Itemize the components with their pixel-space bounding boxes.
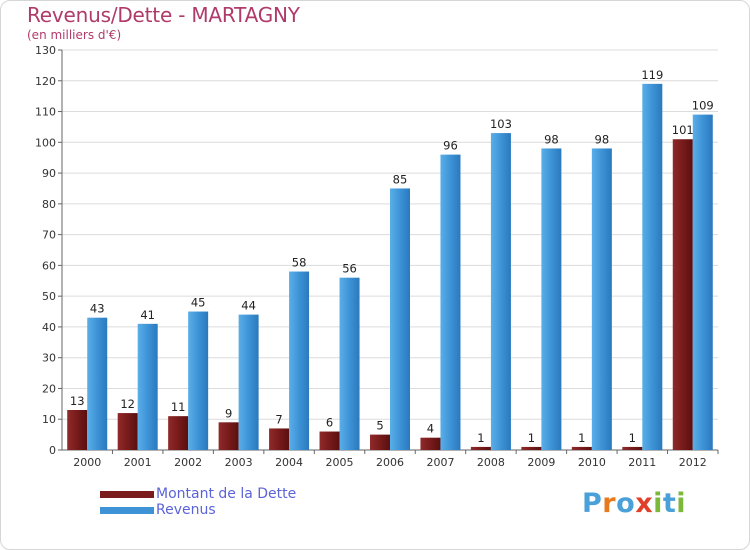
y-tick-label: 40 (42, 321, 56, 334)
bar-debt (269, 428, 290, 450)
x-tick-label: 2005 (326, 456, 354, 469)
bar-revenus (339, 277, 360, 450)
y-tick-label: 70 (42, 229, 56, 242)
y-tick-label: 60 (42, 259, 56, 272)
x-tick-label: 2008 (477, 456, 505, 469)
logo-letter: o (616, 488, 636, 519)
legend-item-debt: Montant de la Dette (100, 486, 296, 502)
logo-letter: i (676, 488, 687, 519)
logo-letter: P (582, 488, 603, 519)
bar-revenus (289, 271, 310, 450)
value-label-revenus: 56 (342, 262, 357, 276)
value-label-debt: 9 (225, 406, 232, 420)
value-label-debt: 12 (120, 397, 135, 411)
value-label-revenus: 98 (595, 132, 610, 146)
x-tick-label: 2009 (527, 456, 555, 469)
chart-subtitle: (en milliers d'€) (27, 28, 122, 42)
value-label-debt: 6 (326, 416, 333, 430)
bar-debt (168, 416, 189, 450)
value-label-debt: 11 (171, 400, 186, 414)
x-tick-label: 2001 (124, 456, 152, 469)
y-tick-label: 110 (35, 106, 56, 119)
legend-label-revenus: Revenus (156, 502, 216, 518)
logo-letter: i (653, 488, 663, 519)
bar-debt (319, 431, 340, 450)
value-label-debt: 4 (427, 422, 434, 436)
bar-debt (117, 413, 138, 450)
value-label-revenus: 98 (544, 132, 559, 146)
legend-item-revenus: Revenus (100, 502, 296, 518)
y-tick-label: 30 (42, 352, 56, 365)
bar-revenus (87, 317, 108, 450)
bar-debt (370, 434, 390, 450)
value-label-debt: 5 (376, 419, 383, 433)
x-tick-label: 2010 (578, 456, 606, 469)
x-tick-label: 2007 (426, 456, 454, 469)
bar-revenus (238, 314, 259, 450)
y-tick-label: 0 (49, 444, 56, 457)
bar-debt (420, 437, 441, 450)
y-tick-label: 20 (42, 382, 56, 395)
x-tick-label: 2006 (376, 456, 404, 469)
value-label-debt: 1 (578, 431, 585, 445)
bar-revenus (642, 83, 663, 450)
y-tick-label: 50 (42, 290, 56, 303)
bar-debt (672, 139, 693, 450)
value-label-revenus: 85 (393, 172, 408, 186)
value-label-revenus: 44 (241, 299, 256, 313)
bar-debt (218, 422, 239, 450)
bar-debt (622, 446, 643, 450)
x-tick-label: 2000 (73, 456, 101, 469)
value-label-revenus: 119 (641, 68, 663, 82)
legend-swatch-revenus (100, 506, 154, 514)
value-label-debt: 7 (275, 412, 282, 426)
value-label-revenus: 41 (140, 308, 155, 322)
y-tick-label: 120 (35, 75, 56, 88)
y-tick-label: 130 (35, 44, 56, 57)
value-label-revenus: 43 (90, 302, 105, 316)
x-tick-label: 2002 (174, 456, 202, 469)
chart-legend: Montant de la Dette Revenus (100, 486, 296, 518)
y-tick-label: 80 (42, 198, 56, 211)
legend-swatch-debt (100, 490, 154, 498)
bar-debt (571, 446, 592, 450)
bar-revenus (541, 148, 562, 450)
x-tick-label: 2004 (275, 456, 303, 469)
chart-title: Revenus/Dette - MARTAGNY (27, 3, 300, 27)
value-label-debt: 1 (528, 431, 535, 445)
bar-revenus (490, 133, 511, 451)
bar-revenus (137, 323, 158, 450)
value-label-debt: 13 (70, 394, 85, 408)
value-label-debt: 1 (629, 431, 636, 445)
bar-revenus (440, 154, 461, 450)
logo-letter: x (635, 488, 654, 519)
y-tick-label: 90 (42, 167, 56, 180)
bar-revenus (591, 148, 612, 450)
value-label-revenus: 58 (292, 256, 307, 270)
value-label-revenus: 103 (490, 117, 512, 131)
y-tick-label: 10 (42, 413, 56, 426)
bar-revenus (692, 114, 713, 450)
proxiti-logo: Proxiti (582, 488, 686, 519)
x-tick-label: 2012 (679, 456, 707, 469)
value-label-debt: 101 (672, 123, 694, 137)
y-tick-label: 100 (35, 136, 56, 149)
value-label-revenus: 96 (443, 139, 458, 153)
legend-label-debt: Montant de la Dette (156, 486, 297, 502)
logo-letter: r (602, 488, 617, 519)
bar-debt (67, 410, 88, 450)
x-tick-label: 2003 (225, 456, 253, 469)
x-tick-label: 2011 (628, 456, 656, 469)
value-label-debt: 1 (477, 431, 484, 445)
logo-letter: t (662, 488, 677, 519)
value-label-revenus: 45 (191, 296, 206, 310)
value-label-revenus: 109 (692, 99, 714, 113)
bar-debt (470, 446, 491, 450)
bar-revenus (188, 311, 209, 450)
bar-debt (521, 446, 542, 450)
bar-revenus (390, 188, 410, 450)
